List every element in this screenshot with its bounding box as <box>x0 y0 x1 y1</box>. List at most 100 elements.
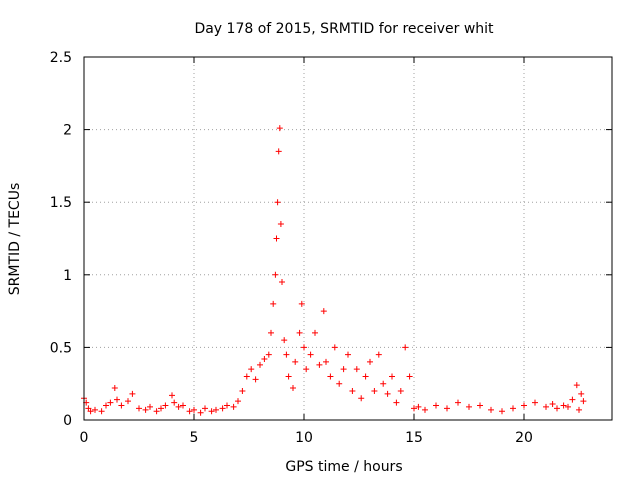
data-point <box>283 351 290 358</box>
data-point <box>147 403 153 410</box>
data-point <box>248 366 255 373</box>
data-point <box>316 361 323 368</box>
data-point <box>125 398 131 405</box>
data-point <box>296 329 303 336</box>
data-point <box>331 344 338 351</box>
data-point <box>158 405 164 412</box>
data-point <box>340 366 347 373</box>
data-point <box>92 406 98 413</box>
chart-title: Day 178 of 2015, SRMTID for receiver whi… <box>194 21 494 37</box>
data-point <box>345 351 351 358</box>
data-point <box>411 405 417 412</box>
data-point <box>213 406 219 413</box>
data-point <box>375 351 382 358</box>
data-point <box>281 337 288 344</box>
data-point <box>303 366 310 373</box>
y-tick-label: 2.5 <box>50 50 72 66</box>
data-point <box>573 382 580 389</box>
y-tick-label: 1 <box>63 268 72 284</box>
data-point <box>554 405 560 412</box>
data-point <box>114 396 120 403</box>
data-point <box>406 373 413 380</box>
data-point <box>180 402 186 409</box>
data-point <box>208 408 215 415</box>
x-tick-label: 10 <box>295 430 313 446</box>
y-tick-label: 2 <box>63 123 72 139</box>
data-point <box>98 408 105 415</box>
data-point <box>380 380 387 387</box>
data-point <box>265 351 272 358</box>
data-point <box>107 399 114 406</box>
data-point <box>153 408 160 415</box>
data-point <box>239 387 246 394</box>
data-point <box>349 387 356 394</box>
data-point <box>219 405 226 412</box>
x-axis-ticks: 0 5 10 15 20 <box>80 57 533 446</box>
x-axis-label: GPS time / hours <box>285 459 402 475</box>
data-point <box>510 405 516 412</box>
data-point <box>129 390 136 397</box>
data-point <box>224 402 230 409</box>
data-point <box>389 373 395 380</box>
data-point <box>477 402 483 409</box>
data-point <box>569 396 576 403</box>
data-point <box>111 385 118 392</box>
data-point <box>279 279 285 286</box>
data-point <box>202 405 208 412</box>
data-point <box>580 398 587 405</box>
data-point <box>298 300 305 307</box>
data-point <box>433 402 439 409</box>
data-point <box>336 380 343 387</box>
data-point <box>252 376 259 383</box>
data-point <box>142 406 149 413</box>
data-point <box>118 402 125 409</box>
x-tick-label: 0 <box>80 430 89 446</box>
data-point <box>466 403 472 410</box>
data-point <box>273 235 280 242</box>
data-point <box>243 373 250 380</box>
y-tick-label: 0 <box>63 413 72 429</box>
data-point <box>197 409 204 416</box>
data-point <box>323 358 329 365</box>
data-point <box>367 358 373 365</box>
data-point <box>499 408 505 415</box>
data-point <box>358 395 365 402</box>
data-point <box>532 399 538 406</box>
plot-frame <box>83 56 613 421</box>
data-point <box>455 399 461 406</box>
data-point <box>543 403 549 410</box>
data-point <box>521 402 527 409</box>
data-point <box>327 373 334 380</box>
data-point <box>292 358 299 365</box>
data-point <box>371 387 378 394</box>
data-point <box>270 300 277 307</box>
data-point <box>275 148 282 155</box>
x-tick-label: 5 <box>190 430 199 446</box>
data-point <box>87 408 94 415</box>
data-point <box>362 373 369 380</box>
data-point <box>312 329 318 336</box>
data-point <box>320 308 327 315</box>
data-point <box>103 402 109 409</box>
data-point <box>285 373 292 380</box>
data-point <box>186 408 193 415</box>
data-point <box>576 406 582 413</box>
data-point <box>488 406 494 413</box>
data-point <box>549 401 556 408</box>
data-point <box>565 403 571 410</box>
data-point <box>415 403 422 410</box>
data-point <box>560 402 567 409</box>
data-point <box>257 361 263 368</box>
data-point <box>307 351 314 358</box>
data-point <box>276 125 283 132</box>
data-point <box>393 399 400 406</box>
data-point <box>384 390 391 397</box>
y-axis-label: SRMTID / TECUs <box>7 183 23 296</box>
data-point <box>277 220 284 227</box>
grid-lines <box>84 57 612 420</box>
data-point <box>191 406 197 413</box>
data-point <box>171 399 178 406</box>
data-point <box>274 199 281 206</box>
x-tick-label: 20 <box>515 430 533 446</box>
data-point <box>422 406 428 413</box>
